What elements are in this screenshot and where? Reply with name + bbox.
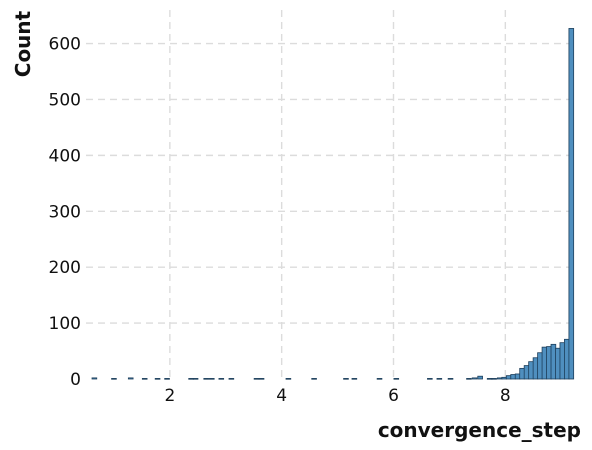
histogram-bar bbox=[427, 378, 433, 380]
histogram-bar bbox=[111, 378, 117, 380]
histogram-bar bbox=[393, 378, 400, 380]
bars-layer bbox=[91, 28, 575, 380]
histogram-bar bbox=[555, 347, 561, 380]
histogram-bar bbox=[154, 378, 161, 380]
y-axis-label: Count bbox=[11, 10, 35, 77]
y-tick-label: 100 bbox=[49, 314, 81, 334]
histogram-bar bbox=[486, 378, 493, 380]
grid-layer bbox=[86, 10, 578, 379]
y-tick-label: 400 bbox=[49, 146, 81, 166]
histogram-bar bbox=[519, 367, 525, 380]
histogram-bar bbox=[491, 378, 497, 380]
histogram-bar bbox=[376, 378, 383, 380]
histogram-bar bbox=[192, 378, 199, 380]
histogram-bar bbox=[141, 378, 148, 380]
histogram-bar bbox=[351, 378, 358, 380]
y-tick-label: 300 bbox=[49, 202, 81, 222]
histogram-bar bbox=[447, 378, 454, 380]
histogram-bar bbox=[523, 365, 530, 380]
histogram-bar bbox=[514, 373, 521, 380]
histogram-bar bbox=[541, 346, 548, 380]
x-tick-label: 2 bbox=[164, 386, 175, 406]
histogram-bar bbox=[532, 357, 539, 380]
histogram-bar bbox=[477, 375, 483, 380]
histogram-bar bbox=[528, 361, 534, 380]
histogram-bar bbox=[471, 377, 478, 380]
y-tick-label: 0 bbox=[70, 370, 81, 390]
histogram-bar bbox=[91, 377, 98, 380]
y-tick-label: 500 bbox=[49, 90, 81, 110]
x-tick-label: 8 bbox=[500, 386, 511, 406]
x-axis-label: convergence_step bbox=[378, 418, 581, 442]
histogram-bar bbox=[559, 342, 566, 380]
histogram-bar bbox=[510, 374, 516, 380]
histogram-bar bbox=[164, 378, 170, 380]
histogram-bar bbox=[311, 378, 317, 380]
histogram-bar bbox=[564, 338, 570, 380]
histogram-bar bbox=[285, 378, 292, 380]
ticks-layer: 0 100 200 300 400 500 600 2 4 6 8 bbox=[49, 35, 511, 406]
histogram-bar bbox=[537, 352, 543, 380]
histogram-bar bbox=[466, 378, 472, 380]
x-tick-label: 6 bbox=[388, 386, 399, 406]
histogram-bar bbox=[568, 28, 575, 380]
histogram-bar bbox=[501, 376, 507, 380]
histogram-bar bbox=[203, 378, 209, 380]
histogram-bar bbox=[546, 346, 552, 380]
histogram-bar bbox=[218, 378, 225, 380]
histogram-bar bbox=[253, 378, 260, 380]
histogram-bar bbox=[228, 378, 235, 380]
y-tick-label: 600 bbox=[49, 35, 81, 55]
histogram-bar bbox=[258, 378, 265, 380]
histogram-bar bbox=[505, 375, 512, 380]
histogram-bar bbox=[343, 378, 349, 380]
histogram-bar bbox=[550, 343, 557, 380]
y-tick-label: 200 bbox=[49, 258, 81, 278]
histogram-bar bbox=[188, 378, 194, 380]
histogram-bar bbox=[436, 378, 443, 380]
histogram-bar bbox=[127, 377, 134, 380]
histogram-bar bbox=[496, 377, 503, 380]
histogram-bar bbox=[209, 378, 215, 380]
x-tick-label: 4 bbox=[276, 386, 287, 406]
